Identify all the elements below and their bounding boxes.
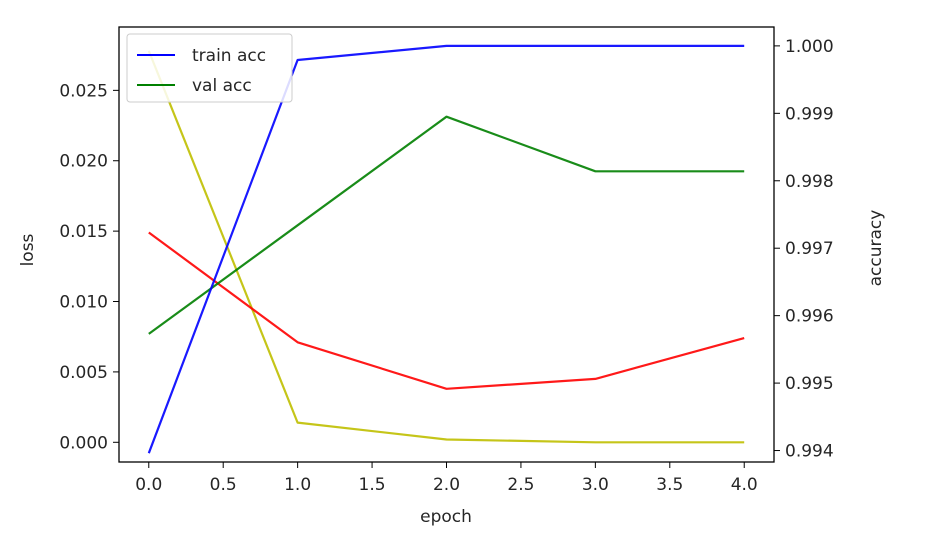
right-y-tick-label: 0.994 [785, 442, 834, 462]
x-tick-label: 0.0 [135, 475, 162, 495]
left-y-axis-label: loss [18, 233, 38, 266]
x-tick-label: 0.5 [210, 475, 237, 495]
right-y-tick-label: 0.999 [785, 104, 834, 124]
left-y-tick-label: 0.020 [59, 152, 108, 172]
x-axis-label: epoch [420, 507, 472, 527]
x-tick-label: 2.5 [507, 475, 534, 495]
right-y-tick-label: 0.995 [785, 374, 834, 394]
series-layer [147, 44, 745, 454]
series-line-val-acc [148, 115, 745, 335]
left-y-tick-label: 0.005 [59, 363, 108, 383]
x-axis: 0.0 0.5 1.0 1.5 2.0 2.5 3.0 3.5 4.0 [135, 462, 758, 495]
series-line-loss-series-2 [148, 231, 745, 390]
legend: train acc val acc [126, 33, 293, 103]
right-y-axis: 0.994 0.995 0.996 0.997 0.998 0.999 1.000 [774, 37, 834, 462]
left-y-tick-label: 0.010 [59, 293, 108, 313]
x-tick-label: 1.5 [359, 475, 386, 495]
legend-label-val-acc: val acc [192, 76, 252, 96]
x-tick-label: 2.0 [433, 475, 460, 495]
legend-label-train-acc: train acc [192, 46, 266, 66]
left-y-tick-label: 0.025 [59, 81, 108, 101]
x-tick-label: 4.0 [731, 475, 758, 495]
left-y-tick-label: 0.000 [59, 433, 108, 453]
right-y-axis-label: accuracy [866, 210, 886, 287]
left-y-axis: 0.000 0.005 0.010 0.015 0.020 0.025 [59, 81, 119, 453]
right-y-tick-label: 0.998 [785, 172, 834, 192]
series-line-loss-series-3 [147, 50, 745, 444]
right-y-tick-label: 0.996 [785, 307, 834, 327]
left-y-tick-label: 0.015 [59, 222, 108, 242]
x-tick-label: 1.0 [284, 475, 311, 495]
right-y-tick-label: 1.000 [785, 37, 834, 57]
series-line-train-acc [147, 44, 745, 454]
right-y-tick-label: 0.997 [785, 239, 834, 259]
x-tick-label: 3.5 [656, 475, 683, 495]
x-tick-label: 3.0 [582, 475, 609, 495]
